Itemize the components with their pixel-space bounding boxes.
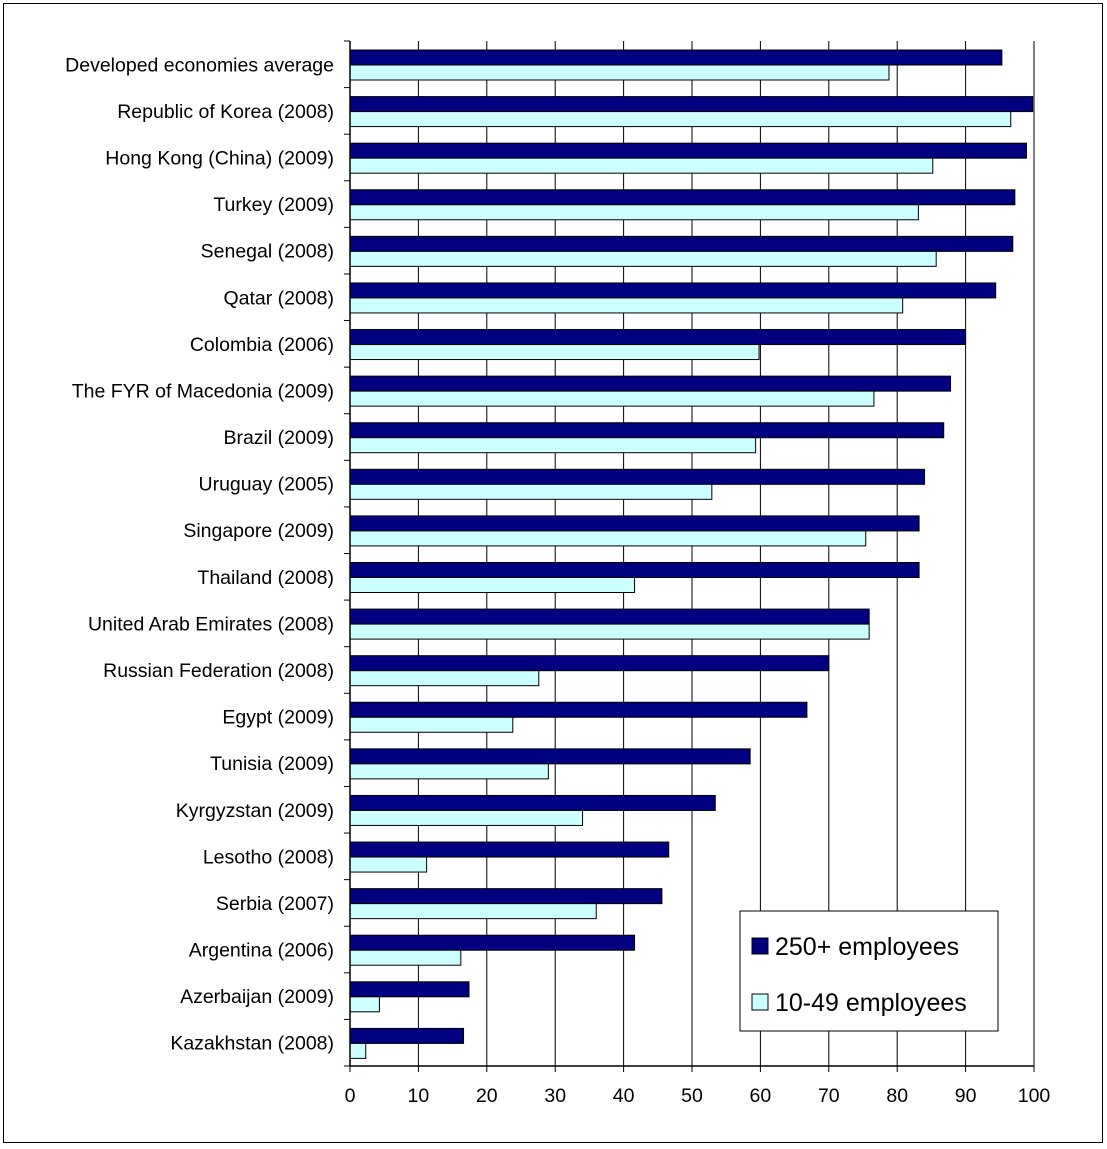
bar-10-49-employees xyxy=(349,297,904,314)
bar-10-49-employees xyxy=(349,577,636,593)
chart-frame: 0 10 20 30 40 50 60 70 80 90 100 Developed economi… xyxy=(3,3,1103,1143)
category-label: Serbia (2007) xyxy=(216,893,334,915)
bar-10-49-employees xyxy=(349,530,867,547)
x-tick-label: 100 xyxy=(1018,1085,1051,1107)
bar-10-49-employees xyxy=(349,1042,367,1059)
bars xyxy=(349,49,1034,1059)
x-tick-label: 40 xyxy=(613,1085,635,1107)
x-tick-label: 10 xyxy=(408,1085,430,1107)
bar-250-plus-employees xyxy=(349,189,1016,206)
category-label: Russian Federation (2008) xyxy=(103,660,334,682)
category-label: Egypt (2009) xyxy=(222,707,334,729)
bar-250-plus-employees xyxy=(349,422,945,439)
bar-10-49-employees xyxy=(349,763,549,780)
category-label: Singapore (2009) xyxy=(183,520,334,542)
category-label: Kyrgyzstan (2009) xyxy=(176,800,334,822)
x-tick-label: 0 xyxy=(345,1085,356,1107)
bar-10-49-employees xyxy=(349,390,875,407)
bar-250-plus-employees xyxy=(349,841,670,858)
x-tick-label: 90 xyxy=(955,1085,977,1107)
category-label: Developed economies average xyxy=(65,54,334,76)
axes: 0 10 20 30 40 50 60 70 80 90 100 xyxy=(344,40,1051,1107)
category-label: Kazakhstan (2008) xyxy=(170,1033,334,1055)
bar-250-plus-employees xyxy=(349,1027,465,1044)
x-tick-label: 20 xyxy=(476,1085,498,1107)
bar-250-plus-employees xyxy=(349,49,1003,66)
category-label: Lesotho (2008) xyxy=(203,846,334,868)
category-label: The FYR of Macedonia (2009) xyxy=(72,380,334,402)
category-label: Qatar (2008) xyxy=(223,287,334,309)
legend-label-10-49: 10-49 employees xyxy=(775,989,967,1017)
bar-10-49-employees xyxy=(349,996,380,1013)
bar-10-49-employees xyxy=(349,903,597,920)
bar-250-plus-employees xyxy=(349,515,920,532)
x-tick-label: 70 xyxy=(818,1085,840,1107)
bar-250-plus-employees xyxy=(349,375,952,392)
bar-10-49-employees xyxy=(349,623,870,640)
category-label: Uruguay (2005) xyxy=(199,474,335,496)
bar-250-plus-employees xyxy=(349,608,870,625)
category-label: Republic of Korea (2008) xyxy=(117,101,334,123)
bar-10-49-employees xyxy=(349,670,540,687)
x-tick-label: 50 xyxy=(681,1085,703,1107)
category-label: Brazil (2009) xyxy=(223,427,334,449)
bar-250-plus-employees xyxy=(349,96,1034,113)
bar-250-plus-employees xyxy=(349,235,1014,252)
bar-10-49-employees xyxy=(349,716,514,733)
bar-10-49-employees xyxy=(349,64,890,81)
category-label: Thailand (2008) xyxy=(197,567,334,589)
bar-250-plus-employees xyxy=(349,794,716,811)
bar-10-49-employees xyxy=(349,111,1012,128)
x-tick-label: 80 xyxy=(886,1085,908,1107)
category-labels: Developed economies average Republic of K… xyxy=(65,54,334,1054)
legend-swatch-250-plus xyxy=(751,937,769,955)
category-label: Tunisia (2009) xyxy=(210,753,334,775)
bar-250-plus-employees xyxy=(349,981,470,998)
bar-10-49-employees xyxy=(349,809,584,826)
category-label: Turkey (2009) xyxy=(213,194,334,216)
category-label: United Arab Emirates (2008) xyxy=(88,613,334,635)
bar-10-49-employees xyxy=(349,949,462,966)
bar-250-plus-employees xyxy=(349,329,967,346)
category-label: Hong Kong (China) (2009) xyxy=(105,147,334,169)
bar-250-plus-employees xyxy=(349,282,997,299)
bar-250-plus-employees xyxy=(349,934,636,951)
bar-chart: 0 10 20 30 40 50 60 70 80 90 100 Developed economi… xyxy=(65,40,1051,1107)
x-tick-label: 60 xyxy=(750,1085,772,1107)
category-label: Argentina (2006) xyxy=(189,940,334,962)
x-tick-label: 30 xyxy=(544,1085,566,1107)
bar-250-plus-employees xyxy=(349,701,808,718)
bar-250-plus-employees xyxy=(349,142,1027,159)
bar-10-49-employees xyxy=(349,437,757,454)
category-label: Azerbaijan (2009) xyxy=(180,986,334,1008)
legend-swatch-10-49 xyxy=(751,993,769,1011)
bar-10-49-employees xyxy=(349,250,937,267)
bar-250-plus-employees xyxy=(349,562,920,578)
bar-10-49-employees xyxy=(349,483,713,500)
bar-10-49-employees xyxy=(349,204,919,221)
bar-250-plus-employees xyxy=(349,468,926,485)
bar-250-plus-employees xyxy=(349,655,830,672)
bar-10-49-employees xyxy=(349,344,760,361)
legend-box xyxy=(739,910,999,1032)
legend: 250+ employees 10-49 employees xyxy=(739,910,999,1032)
legend-label-250-plus: 250+ employees xyxy=(775,933,959,961)
bar-10-49-employees xyxy=(349,856,428,873)
bar-10-49-employees xyxy=(349,157,934,174)
category-label: Senegal (2008) xyxy=(201,241,334,263)
bar-250-plus-employees xyxy=(349,748,751,765)
category-label: Colombia (2006) xyxy=(190,334,334,356)
bar-250-plus-employees xyxy=(349,888,663,905)
